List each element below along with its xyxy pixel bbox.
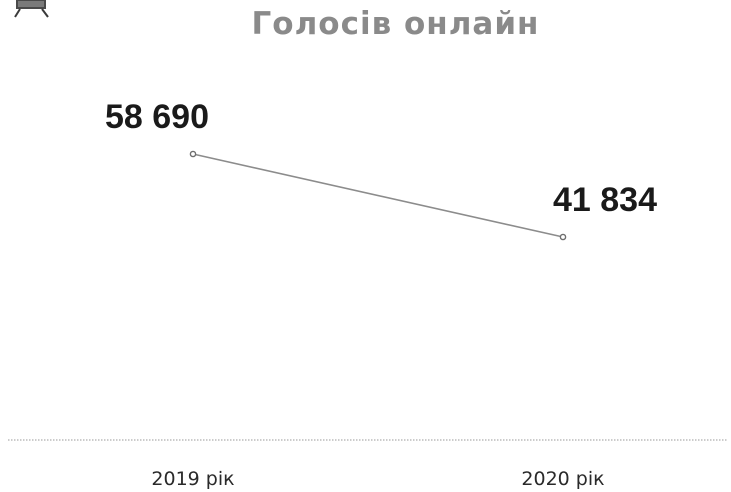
data-label-2: 41 834 [553,181,657,219]
data-point-2 [559,233,567,241]
x-tick-label: 2019 рік [151,468,234,490]
x-tick-label: 2020 рік [521,468,604,490]
data-label-1: 58 690 [105,98,209,136]
data-point-1 [189,150,197,158]
presentation-board-icon [12,0,52,18]
series-line [192,153,564,238]
chart-title: Голосів онлайн [251,6,540,42]
